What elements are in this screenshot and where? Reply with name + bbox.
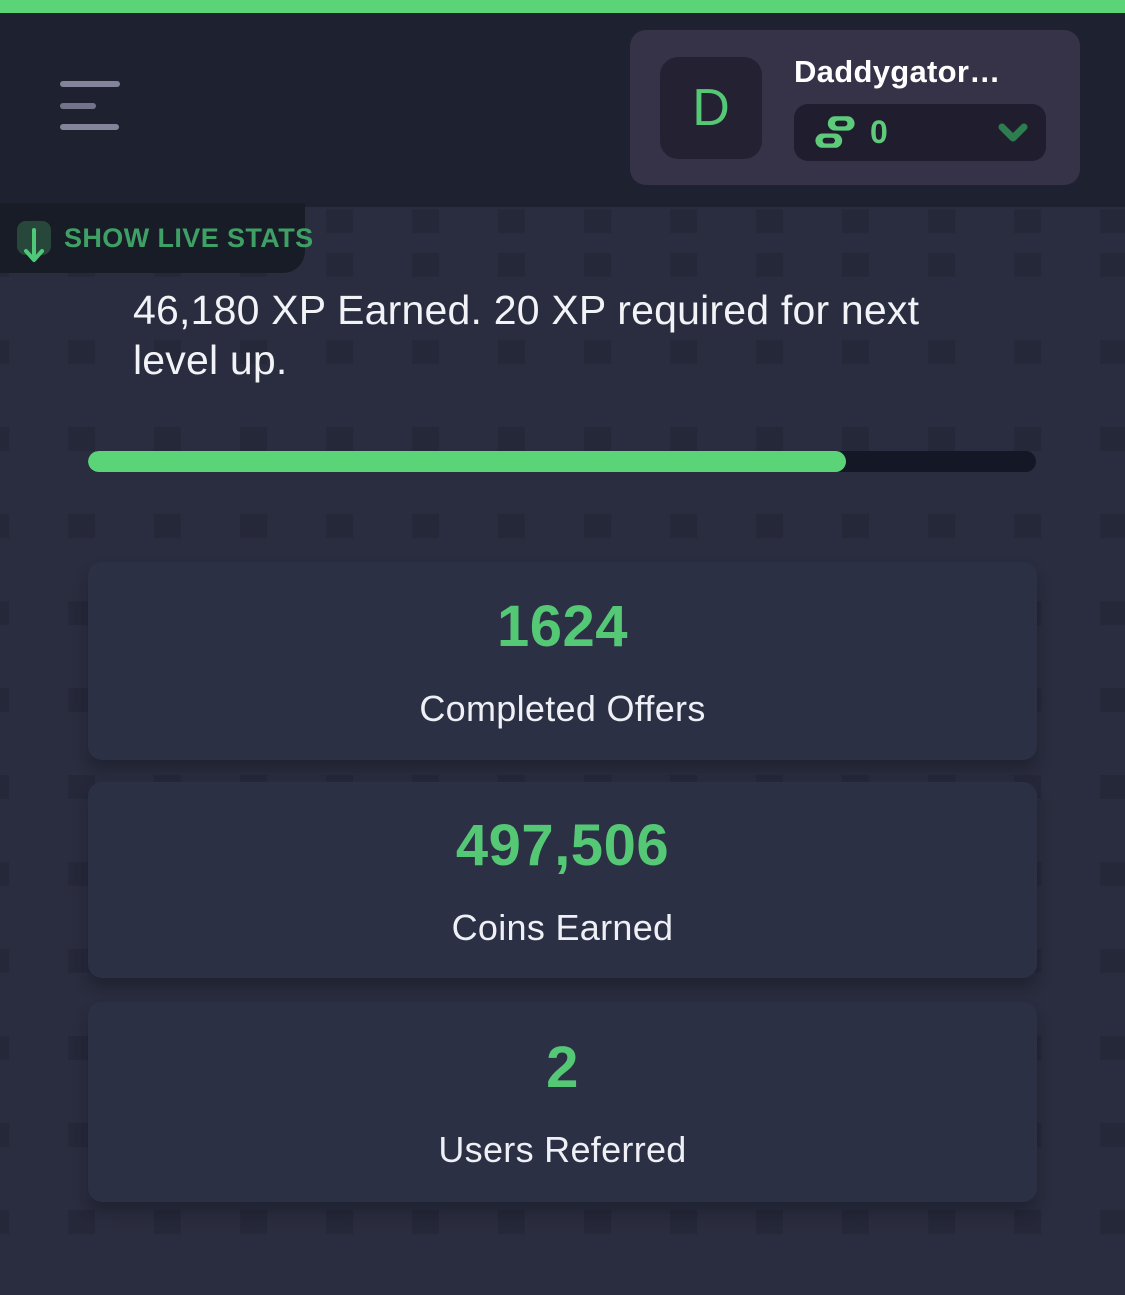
stat-card-completed-offers: 1624 Completed Offers	[88, 562, 1037, 760]
username: Daddygator…	[794, 54, 1001, 89]
show-live-stats-label: SHOW LIVE STATS	[64, 222, 314, 253]
hamburger-icon	[60, 124, 119, 130]
stat-value: 1624	[496, 593, 629, 659]
show-live-stats-button[interactable]: SHOW LIVE STATS	[0, 203, 313, 273]
stat-label: Users Referred	[438, 1128, 687, 1170]
balance-value: 0	[870, 114, 888, 150]
top-accent-bar	[0, 0, 1125, 13]
main-content: 46,180 XP Earned. 20 XP required for nex…	[0, 207, 1125, 1295]
xp-progress-bar	[88, 451, 1036, 472]
stat-label: Coins Earned	[451, 906, 674, 948]
hamburger-icon	[60, 81, 120, 87]
coins-icon	[812, 112, 858, 151]
chevron-down-icon	[998, 123, 1028, 141]
avatar-letter: D	[692, 78, 730, 137]
xp-summary: 46,180 XP Earned. 20 XP required for nex…	[133, 287, 920, 383]
stat-value: 497,506	[455, 812, 670, 878]
header: D Daddygator… 0	[0, 13, 1125, 207]
arrow-down-icon	[17, 221, 51, 262]
user-info: Daddygator… 0	[794, 54, 1050, 161]
balance-selector[interactable]: 0	[794, 104, 1046, 161]
avatar: D	[660, 56, 762, 159]
hamburger-icon	[60, 103, 96, 109]
menu-button[interactable]	[60, 79, 124, 139]
stat-label: Completed Offers	[419, 687, 706, 729]
stat-value: 2	[546, 1034, 579, 1100]
stat-card-coins-earned: 497,506 Coins Earned	[88, 782, 1037, 978]
user-card[interactable]: D Daddygator… 0	[630, 30, 1080, 185]
xp-progress-fill	[88, 451, 847, 472]
stat-card-users-referred: 2 Users Referred	[88, 1002, 1037, 1202]
